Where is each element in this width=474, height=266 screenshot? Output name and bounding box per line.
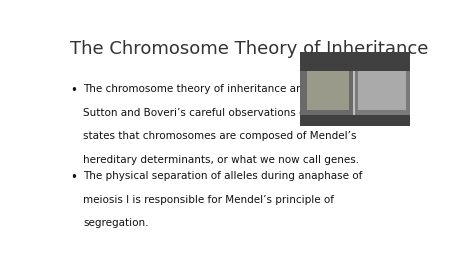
Text: The physical separation of alleles during anaphase of: The physical separation of alleles durin… [83, 171, 363, 181]
Bar [300, 52, 353, 126]
Bar [300, 52, 410, 71]
Bar [355, 52, 410, 126]
Text: The chromosome theory of inheritance arose out of: The chromosome theory of inheritance aro… [83, 84, 352, 94]
Text: •: • [70, 171, 77, 184]
Bar [307, 69, 349, 110]
Text: hereditary determinants, or what we now call genes.: hereditary determinants, or what we now … [83, 155, 359, 165]
Text: segregation.: segregation. [83, 218, 149, 228]
Text: states that chromosomes are composed of Mendel’s: states that chromosomes are composed of … [83, 131, 356, 141]
Text: The Chromosome Theory of Inheritance: The Chromosome Theory of Inheritance [70, 40, 428, 58]
Text: •: • [70, 84, 77, 97]
Bar [300, 115, 410, 126]
Bar [300, 52, 410, 126]
Bar [358, 69, 406, 110]
Text: meiosis I is responsible for Mendel’s principle of: meiosis I is responsible for Mendel’s pr… [83, 195, 334, 205]
Text: Sutton and Boveri’s careful observations of meiosis. It: Sutton and Boveri’s careful observations… [83, 108, 366, 118]
